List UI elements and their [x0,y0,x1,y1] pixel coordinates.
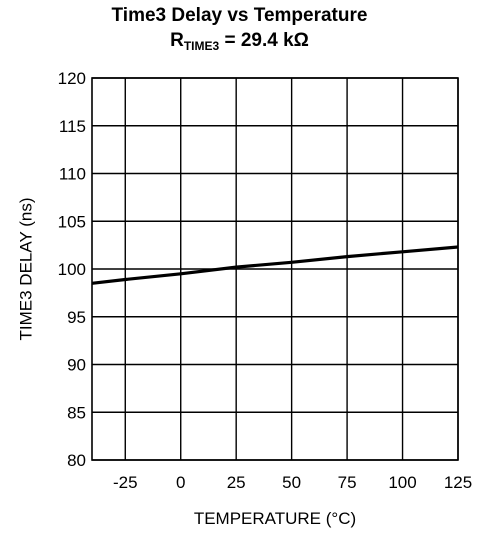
x-tick-label: 125 [444,473,472,492]
subtitle-subscript: TIME3 [183,39,220,53]
subtitle-prefix: R [170,30,184,51]
series-line [91,245,459,285]
y-tick-label: 80 [67,451,86,470]
y-tick-label: 120 [58,69,86,88]
x-tick-label: 50 [282,473,301,492]
x-tick-labels: -25 0 25 50 75 100 125 [113,473,472,492]
y-tick-label: 105 [58,212,86,231]
y-tick-label: 90 [67,356,86,375]
x-tick-label: 100 [388,473,416,492]
series-group [91,245,459,285]
y-tick-label: 115 [59,117,86,136]
subtitle-suffix: = 29.4 kΩ [219,30,309,51]
grid [91,77,459,461]
y-tick-label: 95 [67,308,86,327]
x-tick-label: 0 [176,473,185,492]
y-tick-label: 100 [58,260,86,279]
y-axis-label: TIME3 DELAY (ns) [16,198,35,341]
x-tick-label: 75 [338,473,357,492]
chart-subtitle: RTIME3 = 29.4 kΩ [0,30,479,57]
y-tick-labels: 80 85 90 95 100 105 110 115 120 [58,69,86,470]
x-axis-label: TEMPERATURE (°C) [194,509,356,528]
x-tick-label: -25 [113,473,138,492]
x-tick-label: 25 [227,473,246,492]
chart-title: Time3 Delay vs Temperature [111,5,368,26]
y-tick-label: 85 [67,403,86,422]
y-tick-label: 110 [59,165,86,184]
